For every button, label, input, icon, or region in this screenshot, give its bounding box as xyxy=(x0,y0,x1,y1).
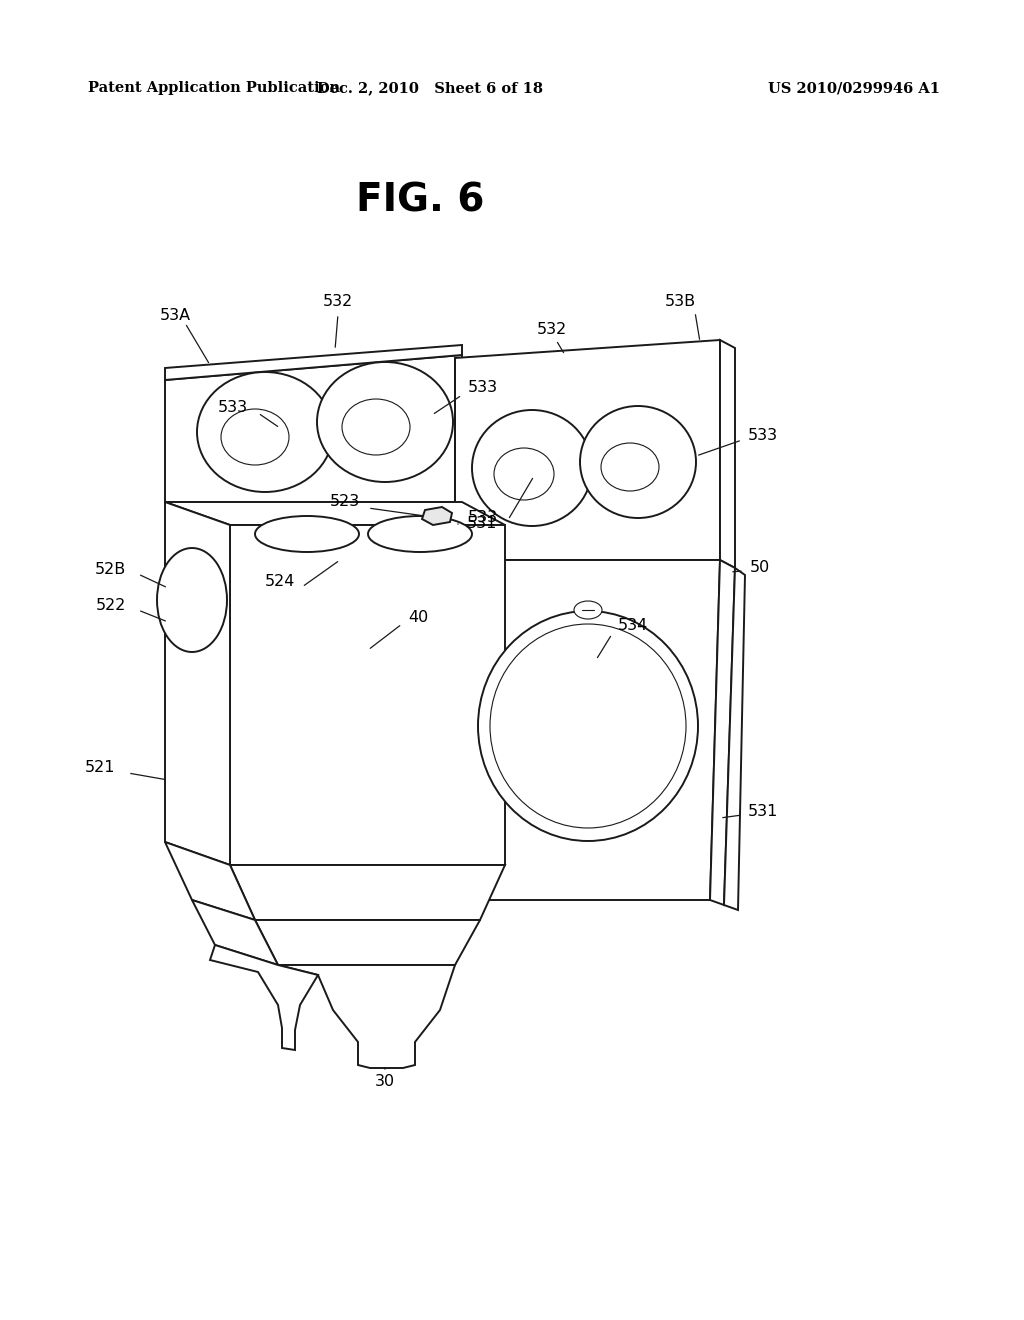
Text: 30: 30 xyxy=(375,1074,395,1089)
Ellipse shape xyxy=(221,409,289,465)
Polygon shape xyxy=(230,525,505,865)
Text: 40: 40 xyxy=(408,610,428,626)
Text: US 2010/0299946 A1: US 2010/0299946 A1 xyxy=(768,81,940,95)
Text: 52B: 52B xyxy=(95,562,126,578)
Polygon shape xyxy=(455,560,720,900)
Polygon shape xyxy=(165,502,230,865)
Ellipse shape xyxy=(490,624,686,828)
Ellipse shape xyxy=(317,362,453,482)
Polygon shape xyxy=(165,355,462,502)
Polygon shape xyxy=(724,568,745,909)
Text: 533: 533 xyxy=(748,428,778,442)
Ellipse shape xyxy=(472,411,592,525)
Ellipse shape xyxy=(580,407,696,517)
Ellipse shape xyxy=(342,399,410,455)
Text: 523: 523 xyxy=(330,495,360,510)
Ellipse shape xyxy=(255,516,359,552)
Polygon shape xyxy=(255,920,480,965)
Polygon shape xyxy=(210,945,318,1049)
Ellipse shape xyxy=(601,444,659,491)
Ellipse shape xyxy=(478,611,698,841)
Text: 521: 521 xyxy=(85,760,115,776)
Text: 522: 522 xyxy=(95,598,126,612)
Polygon shape xyxy=(278,965,455,1068)
Ellipse shape xyxy=(494,447,554,500)
Text: Patent Application Publication: Patent Application Publication xyxy=(88,81,340,95)
Ellipse shape xyxy=(368,516,472,552)
Ellipse shape xyxy=(574,601,602,619)
Ellipse shape xyxy=(157,548,227,652)
Text: 533: 533 xyxy=(468,511,498,525)
Polygon shape xyxy=(422,507,452,525)
Polygon shape xyxy=(455,341,720,560)
Ellipse shape xyxy=(197,372,333,492)
Text: 53A: 53A xyxy=(160,308,190,322)
Text: FIG. 6: FIG. 6 xyxy=(355,181,484,219)
Text: 53B: 53B xyxy=(665,294,695,309)
Text: Dec. 2, 2010   Sheet 6 of 18: Dec. 2, 2010 Sheet 6 of 18 xyxy=(317,81,543,95)
Text: 531: 531 xyxy=(748,804,778,820)
Polygon shape xyxy=(193,900,278,965)
Text: 524: 524 xyxy=(264,574,295,590)
Text: 533: 533 xyxy=(468,380,498,396)
Polygon shape xyxy=(165,502,505,525)
Text: 532: 532 xyxy=(537,322,567,338)
Text: 534: 534 xyxy=(618,619,648,634)
Polygon shape xyxy=(710,560,735,906)
Polygon shape xyxy=(165,345,462,380)
Polygon shape xyxy=(720,341,735,568)
Text: 50: 50 xyxy=(750,561,770,576)
Polygon shape xyxy=(230,865,505,920)
Text: 532: 532 xyxy=(323,294,353,309)
Text: 533: 533 xyxy=(218,400,248,416)
Text: 531: 531 xyxy=(467,516,498,532)
Polygon shape xyxy=(165,842,255,920)
